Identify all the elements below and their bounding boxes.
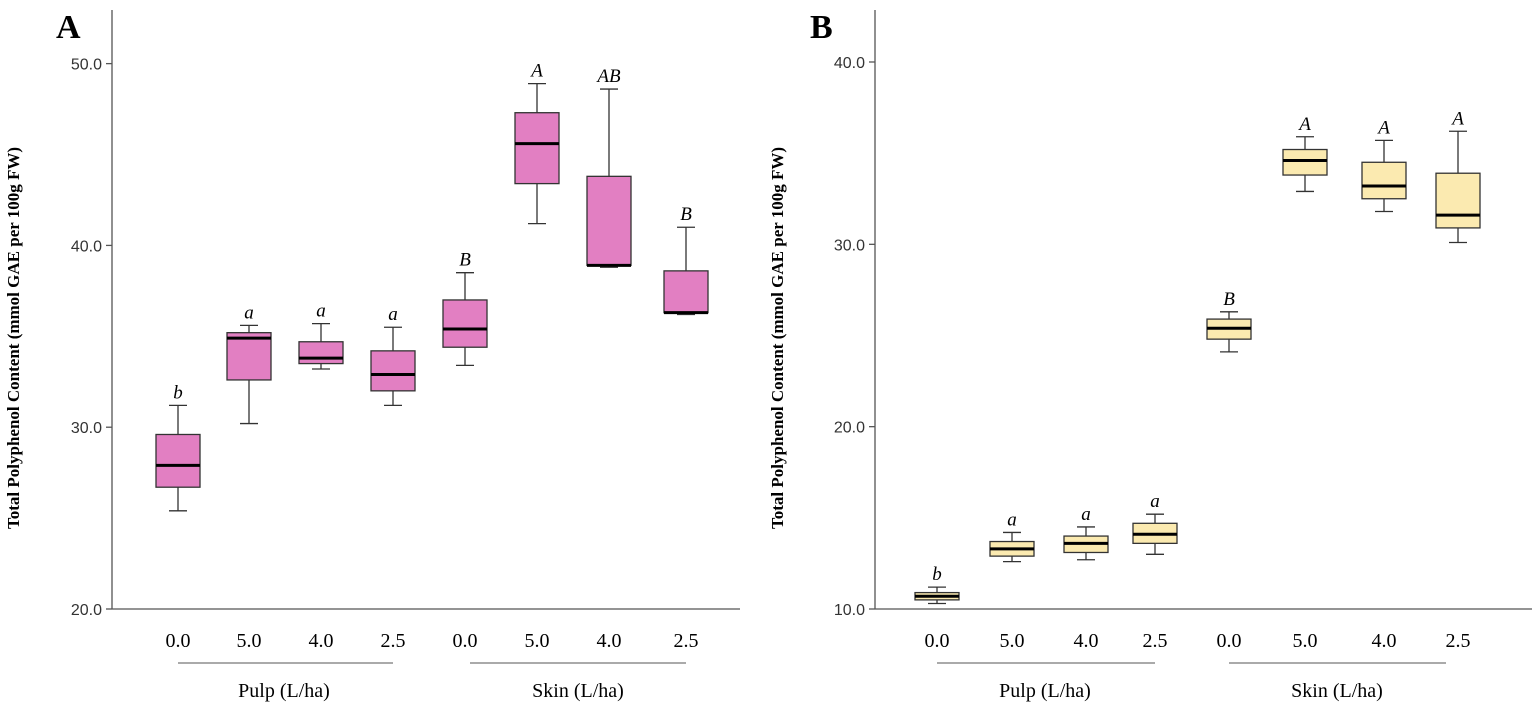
box-body xyxy=(586,175,632,267)
significance-letter: A xyxy=(1376,117,1390,138)
x-tick-label: 2.5 xyxy=(1143,630,1168,652)
panel-b: B Total Polyphenol Content (mmol GAE per… xyxy=(768,9,1532,702)
y-tick-label: 50.0 xyxy=(71,57,102,74)
group-label: Skin (L/ha) xyxy=(532,680,624,702)
x-tick-label: 5.0 xyxy=(525,630,550,652)
y-ticks: 20.0 30.0 40.0 50.0 xyxy=(71,57,112,619)
box-body xyxy=(442,299,488,348)
significance-letter: B xyxy=(459,250,471,271)
group-label: Pulp (L/ha) xyxy=(999,680,1091,702)
x-tick-label: 4.0 xyxy=(1372,630,1397,652)
x-tick-label: 0.0 xyxy=(1217,630,1242,652)
panel-label: A xyxy=(56,9,81,46)
box-3: a xyxy=(298,301,344,370)
significance-letter: B xyxy=(1223,289,1235,310)
significance-letter: A xyxy=(1450,108,1464,129)
significance-letter: A xyxy=(529,61,543,82)
box-5: B xyxy=(442,250,488,367)
group-labels: Pulp (L/ha) Skin (L/ha) xyxy=(937,662,1446,702)
panel-label: B xyxy=(810,9,833,46)
box-4: a xyxy=(370,304,416,407)
significance-letter: b xyxy=(173,382,183,403)
group-label: Skin (L/ha) xyxy=(1291,680,1383,702)
x-ticks: 0.0 5.0 4.0 2.5 0.0 5.0 4.0 2.5 xyxy=(925,630,1471,652)
x-tick-label: 0.0 xyxy=(166,630,191,652)
significance-letter: AB xyxy=(595,66,621,87)
box-6: A xyxy=(1282,114,1328,193)
box-7: A xyxy=(1361,117,1407,213)
x-tick-label: 5.0 xyxy=(1293,630,1318,652)
box-1: b xyxy=(914,564,960,605)
significance-letter: a xyxy=(388,304,398,325)
box-body xyxy=(226,332,272,381)
x-tick-label: 2.5 xyxy=(1446,630,1471,652)
y-tick-label: 40.0 xyxy=(71,238,102,255)
box-8: B xyxy=(663,204,709,316)
box-body xyxy=(1361,161,1407,200)
x-tick-label: 0.0 xyxy=(453,630,478,652)
significance-letter: a xyxy=(1007,509,1017,530)
y-tick-label: 30.0 xyxy=(71,420,102,437)
x-ticks: 0.0 5.0 4.0 2.5 0.0 5.0 4.0 2.5 xyxy=(166,630,699,652)
significance-letter: a xyxy=(1150,491,1160,512)
x-tick-label: 4.0 xyxy=(1074,630,1099,652)
box-8: A xyxy=(1435,108,1481,244)
significance-letter: b xyxy=(932,564,942,585)
y-axis-label: Total Polyphenol Content (mmol GAE per 1… xyxy=(768,147,787,529)
y-tick-label: 20.0 xyxy=(834,420,865,437)
significance-letter: a xyxy=(1081,504,1091,525)
x-tick-label: 5.0 xyxy=(1000,630,1025,652)
box-5: B xyxy=(1206,289,1252,353)
boxes: b a a a B A A A xyxy=(914,108,1481,605)
x-tick-label: 2.5 xyxy=(674,630,699,652)
significance-letter: a xyxy=(316,301,326,322)
significance-letter: B xyxy=(680,204,692,225)
box-body xyxy=(663,270,709,314)
x-tick-label: 0.0 xyxy=(925,630,950,652)
significance-letter: A xyxy=(1297,114,1311,135)
box-3: a xyxy=(1063,504,1109,561)
box-6: A xyxy=(514,61,560,225)
x-tick-label: 5.0 xyxy=(237,630,262,652)
group-label: Pulp (L/ha) xyxy=(238,680,330,702)
box-4: a xyxy=(1132,491,1178,555)
y-tick-label: 10.0 xyxy=(834,602,865,619)
boxes: b a a a B A AB B xyxy=(155,61,709,512)
box-body xyxy=(155,433,201,488)
y-tick-label: 20.0 xyxy=(71,602,102,619)
box-body xyxy=(514,112,560,185)
y-ticks: 10.0 20.0 30.0 40.0 xyxy=(834,55,875,619)
box-2: a xyxy=(989,509,1035,563)
box-body xyxy=(1435,172,1481,229)
panel-a: A Total Polyphenol Content (mmol GAE per… xyxy=(4,9,740,702)
x-tick-label: 4.0 xyxy=(309,630,334,652)
group-labels: Pulp (L/ha) Skin (L/ha) xyxy=(178,662,686,702)
y-tick-label: 40.0 xyxy=(834,55,865,72)
x-tick-label: 2.5 xyxy=(381,630,406,652)
box-2: a xyxy=(226,302,272,425)
x-tick-label: 4.0 xyxy=(597,630,622,652)
box-1: b xyxy=(155,382,201,512)
box-body xyxy=(1282,148,1328,176)
y-axis-label: Total Polyphenol Content (mmol GAE per 1… xyxy=(4,147,23,529)
box-body xyxy=(370,350,416,392)
y-tick-label: 30.0 xyxy=(834,237,865,254)
box-body xyxy=(298,341,344,365)
significance-letter: a xyxy=(244,302,254,323)
box-7: AB xyxy=(586,66,632,268)
